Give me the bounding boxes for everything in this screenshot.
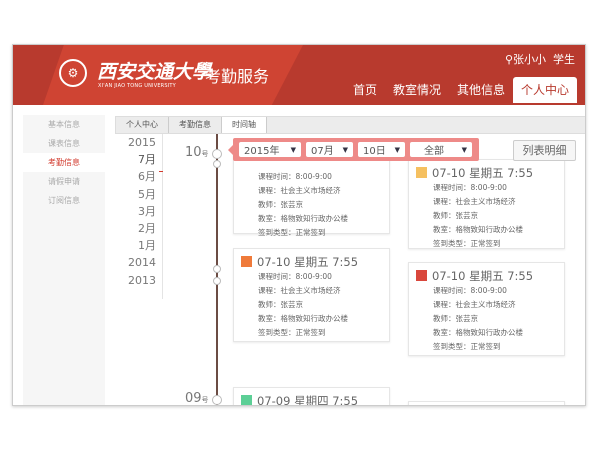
year-month-list: 2015 7月 6月 5月 3月 2月 1月 2014 2013 bbox=[111, 134, 163, 299]
sidebar-item-leave[interactable]: 请假申请 bbox=[48, 177, 80, 186]
year-item[interactable]: 2015 bbox=[128, 136, 156, 149]
main-nav: 首页 教室情况 其他信息 个人中心 bbox=[345, 77, 577, 103]
chevron-down-icon: ▼ bbox=[290, 145, 296, 154]
university-seal-icon: ⚙ bbox=[59, 59, 87, 87]
checkin-icon bbox=[241, 256, 252, 267]
year-item[interactable]: 2014 bbox=[128, 256, 156, 270]
timeline-node bbox=[212, 149, 222, 159]
breadcrumb-attendance[interactable]: 考勤信息 bbox=[169, 117, 222, 133]
month-item[interactable]: 7月 bbox=[138, 153, 156, 167]
sidebar-item-attendance[interactable]: 考勤信息 bbox=[23, 153, 105, 172]
breadcrumb-personal[interactable]: 个人中心 bbox=[116, 117, 169, 133]
month-select[interactable]: 07月 ▼ bbox=[306, 142, 353, 157]
breadcrumb: 个人中心 考勤信息 时间轴 bbox=[115, 116, 585, 134]
card-teacher: 张芸京 bbox=[280, 200, 304, 209]
user-role: 学生 bbox=[553, 53, 575, 66]
attendance-card[interactable]: 07-10 星期五 7:55 课程时间：8:00-9:00 课程：社会主义市场经… bbox=[233, 248, 390, 342]
card-type: 正常签到 bbox=[295, 228, 326, 237]
chevron-down-icon: ▼ bbox=[342, 145, 348, 154]
month-item[interactable]: 1月 bbox=[138, 239, 156, 253]
user-icon: ⚲ bbox=[504, 53, 513, 66]
card-course: 社会主义市场经济 bbox=[280, 186, 341, 195]
day-select[interactable]: 10日 ▼ bbox=[358, 142, 405, 157]
list-detail-button[interactable]: 列表明细 bbox=[513, 140, 576, 161]
header: ⚙ 西安交通大學 XI'AN JIAO TONG UNIVERSITY 考勤服务… bbox=[13, 45, 585, 105]
year-item[interactable]: 2013 bbox=[128, 273, 156, 287]
chevron-down-icon: ▼ bbox=[461, 145, 467, 154]
sidebar-item-basic[interactable]: 基本信息 bbox=[48, 120, 80, 129]
timeline-node bbox=[213, 277, 221, 285]
app-window: ⚙ 西安交通大學 XI'AN JIAO TONG UNIVERSITY 考勤服务… bbox=[12, 44, 586, 406]
month-item[interactable]: 2月 bbox=[138, 221, 156, 235]
card-title: 07-10 星期五 7:55 bbox=[257, 254, 359, 269]
date-filter-bar: 2015年 ▼ 07月 ▼ 10日 ▼ 全部 ▼ bbox=[228, 138, 479, 161]
university-logo: 西安交通大學 bbox=[97, 61, 212, 83]
month-item[interactable]: 5月 bbox=[138, 187, 156, 201]
year-select[interactable]: 2015年 ▼ bbox=[239, 142, 301, 157]
month-item[interactable]: 6月 bbox=[138, 170, 156, 184]
card-title: 07-09 星期四 7:55 bbox=[257, 393, 359, 406]
attendance-card[interactable]: 课程时间：8:00-9:00 课程：社会主义市场经济 教师：张芸京 教室：格物致… bbox=[233, 149, 390, 237]
attendance-card[interactable]: 07-10 星期五 7:55 课程时间：8:00-9:00 课程：社会主义市场经… bbox=[408, 262, 565, 356]
timeline-node bbox=[213, 265, 221, 273]
timeline-node bbox=[212, 395, 222, 405]
attendance-card[interactable]: 07-10 星期五 7:55 课程时间：8:00-9:00 课程：社会主义市场经… bbox=[408, 159, 565, 249]
card-title: 07-10 星期五 7:55 bbox=[432, 165, 534, 180]
chevron-down-icon: ▼ bbox=[394, 145, 400, 154]
card-time: 8:00-9:00 bbox=[295, 172, 332, 181]
breadcrumb-timeline: 时间轴 bbox=[222, 117, 267, 133]
user-info[interactable]: ⚲张小小 学生 bbox=[505, 51, 575, 67]
type-select[interactable]: 全部 ▼ bbox=[410, 142, 472, 157]
sidebar-item-subscribe[interactable]: 订阅信息 bbox=[48, 196, 80, 205]
nav-personal[interactable]: 个人中心 bbox=[512, 77, 577, 103]
user-name: 张小小 bbox=[513, 53, 546, 66]
university-logo-en: XI'AN JIAO TONG UNIVERSITY bbox=[98, 83, 176, 89]
nav-other[interactable]: 其他信息 bbox=[456, 83, 505, 97]
timeline-node bbox=[213, 160, 221, 168]
checkin-icon bbox=[416, 167, 427, 178]
card-title: 07-10 星期五 7:55 bbox=[432, 268, 534, 283]
service-title: 考勤服务 bbox=[205, 67, 270, 86]
day-label: 10号 bbox=[185, 145, 209, 160]
attendance-card[interactable] bbox=[408, 401, 565, 405]
month-marker bbox=[159, 171, 163, 172]
sidebar-item-schedule[interactable]: 课表信息 bbox=[48, 139, 80, 148]
nav-classroom[interactable]: 教室情况 bbox=[392, 83, 441, 97]
attendance-card[interactable]: 07-09 星期四 7:55 bbox=[233, 387, 390, 406]
card-room: 格物致知行政办公楼 bbox=[280, 214, 349, 223]
nav-home[interactable]: 首页 bbox=[352, 83, 377, 97]
checkin-icon bbox=[416, 270, 427, 281]
checkin-icon bbox=[241, 395, 252, 405]
day-label: 09号 bbox=[185, 391, 209, 406]
sidebar: 基本信息 课表信息 考勤信息 请假申请 订阅信息 bbox=[23, 115, 105, 405]
month-item[interactable]: 3月 bbox=[138, 204, 156, 218]
